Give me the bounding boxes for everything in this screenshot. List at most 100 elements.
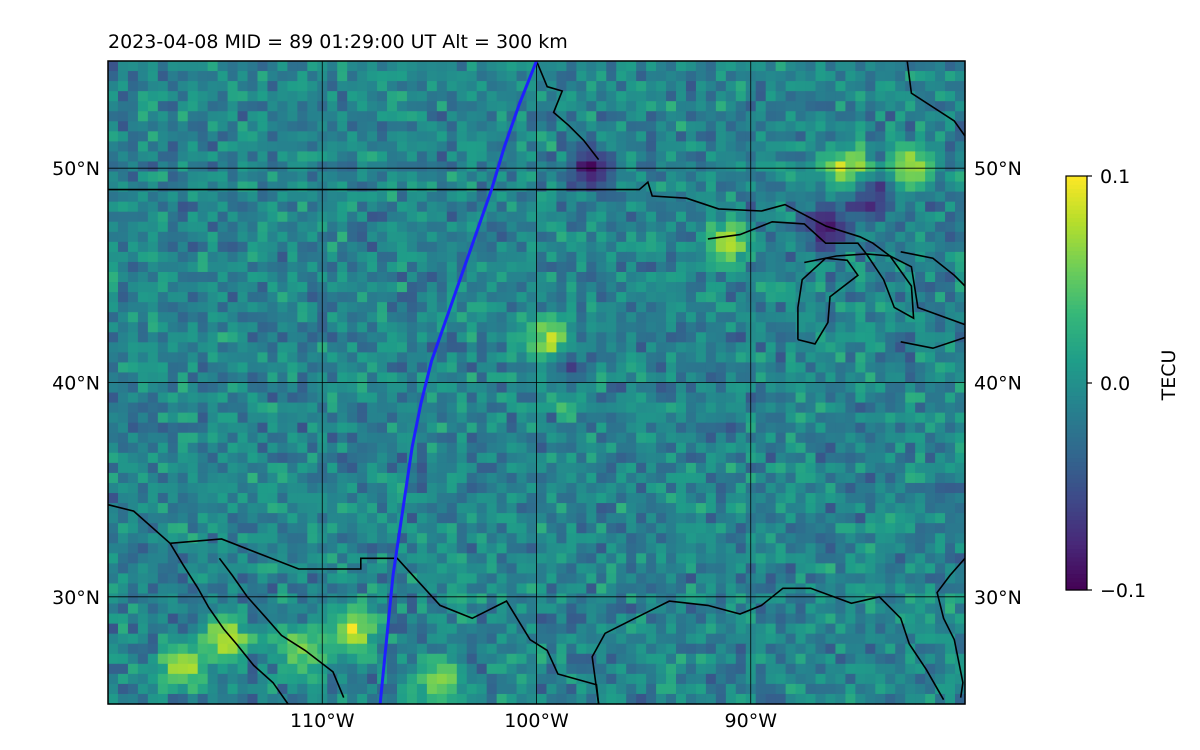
heatmap-cell — [596, 442, 607, 454]
heatmap-cell — [606, 111, 617, 122]
heatmap-cell — [805, 111, 817, 122]
heatmap-cell — [785, 472, 797, 484]
heatmap-cell — [705, 322, 717, 333]
heatmap-cell — [676, 121, 687, 132]
heatmap-cell — [516, 251, 528, 263]
heatmap-cell — [865, 493, 876, 504]
heatmap-cell — [127, 422, 139, 434]
heatmap-cell — [885, 171, 896, 183]
heatmap-cell — [207, 342, 219, 353]
heatmap-cell — [676, 553, 687, 564]
heatmap-cell — [576, 121, 587, 132]
heatmap-cell — [357, 332, 368, 343]
heatmap-cell — [506, 493, 518, 504]
heatmap-cell — [676, 332, 687, 343]
heatmap-cell — [566, 322, 577, 333]
heatmap-cell — [327, 573, 338, 585]
heatmap-cell — [905, 111, 916, 122]
heatmap-cell — [496, 121, 508, 132]
heatmap-cell — [367, 241, 378, 253]
heatmap-cell — [137, 332, 149, 343]
heatmap-cell — [626, 533, 637, 544]
heatmap-cell — [845, 81, 856, 92]
heatmap-cell — [795, 161, 807, 173]
heatmap-cell — [945, 472, 956, 484]
heatmap-cell — [108, 643, 119, 655]
heatmap-cell — [865, 71, 876, 82]
heatmap-cell — [377, 583, 388, 595]
heatmap-cell — [237, 292, 249, 303]
heatmap-cell — [685, 613, 697, 625]
heatmap-cell — [406, 241, 418, 253]
heatmap-cell — [875, 392, 886, 404]
heatmap-cell — [167, 452, 179, 464]
heatmap-cell — [785, 462, 797, 474]
heatmap-cell — [735, 362, 747, 374]
heatmap-cell — [456, 302, 468, 313]
heatmap-cell — [596, 422, 607, 434]
heatmap-cell — [357, 543, 368, 554]
heatmap-cell — [606, 141, 617, 153]
heatmap-cell — [357, 231, 368, 243]
heatmap-cell — [446, 332, 458, 343]
heatmap-cell — [935, 553, 946, 564]
heatmap-cell — [596, 141, 607, 153]
heatmap-cell — [945, 493, 956, 504]
heatmap-cell — [516, 171, 528, 183]
heatmap-cell — [367, 201, 378, 213]
heatmap-cell — [935, 432, 946, 444]
heatmap-cell — [456, 332, 468, 343]
heatmap-cell — [337, 101, 348, 112]
heatmap-cell — [546, 513, 558, 524]
heatmap-cell — [556, 533, 567, 544]
heatmap-cell — [805, 623, 817, 635]
heatmap-cell — [436, 382, 448, 394]
heatmap-cell — [267, 111, 279, 122]
heatmap-cell — [157, 482, 169, 494]
heatmap-cell — [805, 121, 817, 132]
heatmap-cell — [187, 141, 199, 153]
heatmap-cell — [536, 231, 548, 243]
heatmap-cell — [357, 91, 368, 102]
heatmap-cell — [845, 191, 856, 203]
heatmap-cell — [835, 402, 847, 414]
heatmap-cell — [466, 482, 478, 494]
heatmap-cell — [377, 81, 388, 92]
heatmap-cell — [127, 392, 139, 404]
heatmap-cell — [695, 593, 707, 605]
heatmap-cell — [117, 543, 129, 554]
heatmap-cell — [297, 131, 308, 142]
heatmap-cell — [466, 322, 478, 333]
heatmap-cell — [735, 181, 747, 193]
heatmap-cell — [426, 583, 438, 595]
heatmap-cell — [616, 81, 627, 92]
heatmap-cell — [157, 493, 169, 504]
heatmap-cell — [835, 101, 847, 112]
heatmap-cell — [446, 472, 458, 484]
heatmap-cell — [855, 302, 866, 313]
heatmap-cell — [247, 101, 259, 112]
heatmap-cell — [685, 91, 697, 102]
heatmap-cell — [436, 593, 448, 605]
heatmap-cell — [586, 352, 597, 364]
heatmap-cell — [367, 583, 378, 595]
heatmap-cell — [137, 141, 149, 153]
heatmap-cell — [945, 573, 956, 585]
heatmap-cell — [705, 151, 717, 163]
heatmap-cell — [815, 442, 827, 454]
heatmap-cell — [396, 462, 408, 474]
heatmap-cell — [227, 292, 239, 303]
heatmap-cell — [327, 201, 338, 213]
heatmap-cell — [456, 583, 468, 595]
heatmap-cell — [596, 432, 607, 444]
heatmap-cell — [606, 613, 617, 625]
heatmap-cell — [466, 211, 478, 223]
heatmap-cell — [167, 231, 179, 243]
heatmap-cell — [616, 342, 627, 353]
heatmap-cell — [416, 342, 428, 353]
heatmap-cell — [795, 412, 807, 424]
heatmap-cell — [755, 171, 767, 183]
heatmap-cell — [765, 412, 777, 424]
heatmap-cell — [486, 563, 498, 574]
heatmap-cell — [955, 342, 966, 353]
